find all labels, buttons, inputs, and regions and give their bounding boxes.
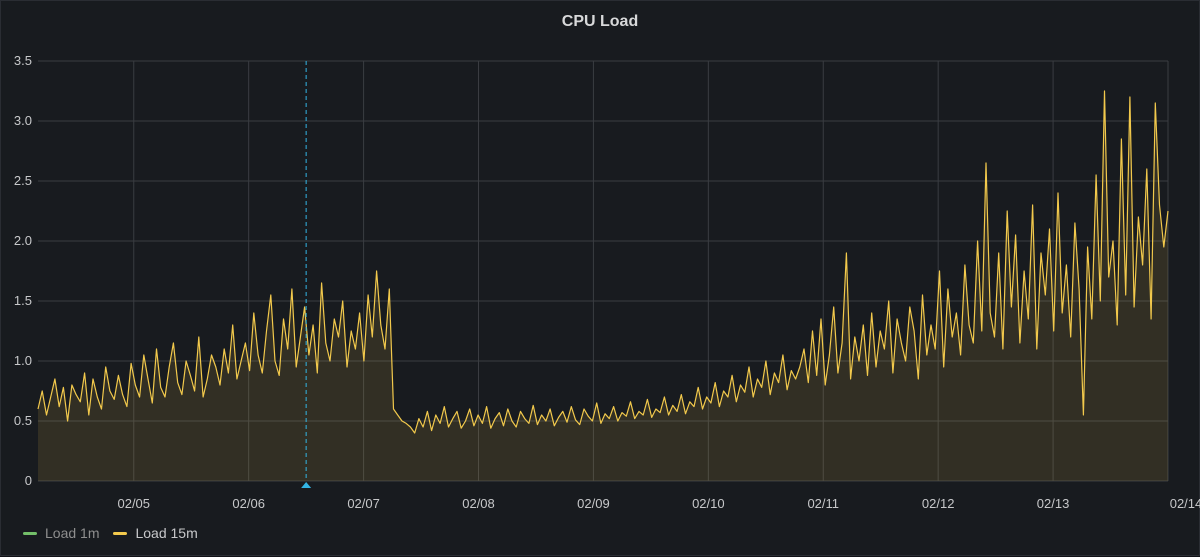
legend-item-load-15m[interactable]: Load 15m	[113, 525, 198, 541]
x-tick-label: 02/08	[462, 496, 495, 511]
y-axis-ticks: 0 0.5 1.0 1.5 2.0 2.5 3.0 3.5	[14, 53, 32, 488]
x-tick-label: 02/11	[807, 496, 839, 511]
y-tick-label: 3.0	[14, 113, 32, 128]
panel-title[interactable]: CPU Load	[561, 13, 639, 30]
legend-label-load-15m: Load 15m	[135, 525, 198, 541]
load-15m-line	[37, 90, 1169, 434]
load-15m-area	[38, 91, 1168, 481]
x-tick-label: 02/10	[692, 496, 725, 511]
x-tick-label: 02/06	[232, 496, 265, 511]
y-tick-label: 0	[25, 473, 32, 488]
y-tick-label: 2.0	[14, 233, 32, 248]
x-tick-label: 02/05	[117, 496, 150, 511]
x-tick-label: 02/12	[922, 496, 955, 511]
x-tick-label: 02/13	[1037, 496, 1070, 511]
annotation[interactable]	[301, 61, 312, 488]
x-axis-ticks: 02/05 02/06 02/07 02/08 02/09 02/10 02/11 02/12…	[117, 496, 1200, 511]
chart-grid	[38, 60, 1169, 482]
x-tick-label: 02/07	[347, 496, 380, 511]
legend-label-load-1m: Load 1m	[45, 525, 100, 541]
y-tick-label: 2.5	[14, 173, 32, 188]
y-tick-label: 3.5	[14, 53, 32, 68]
y-tick-label: 0.5	[14, 413, 32, 428]
legend: Load 1m Load 15m	[23, 525, 198, 541]
legend-item-load-1m[interactable]: Load 1m	[23, 525, 99, 541]
legend-swatch-load-1m	[23, 531, 37, 535]
x-tick-label: 02/14	[1170, 496, 1200, 511]
legend-swatch-load-15m	[113, 531, 128, 535]
annotation-marker-icon[interactable]	[301, 482, 312, 488]
x-tick-label: 02/09	[577, 496, 610, 511]
y-tick-label: 1.0	[14, 353, 32, 368]
y-tick-label: 1.5	[14, 293, 32, 308]
